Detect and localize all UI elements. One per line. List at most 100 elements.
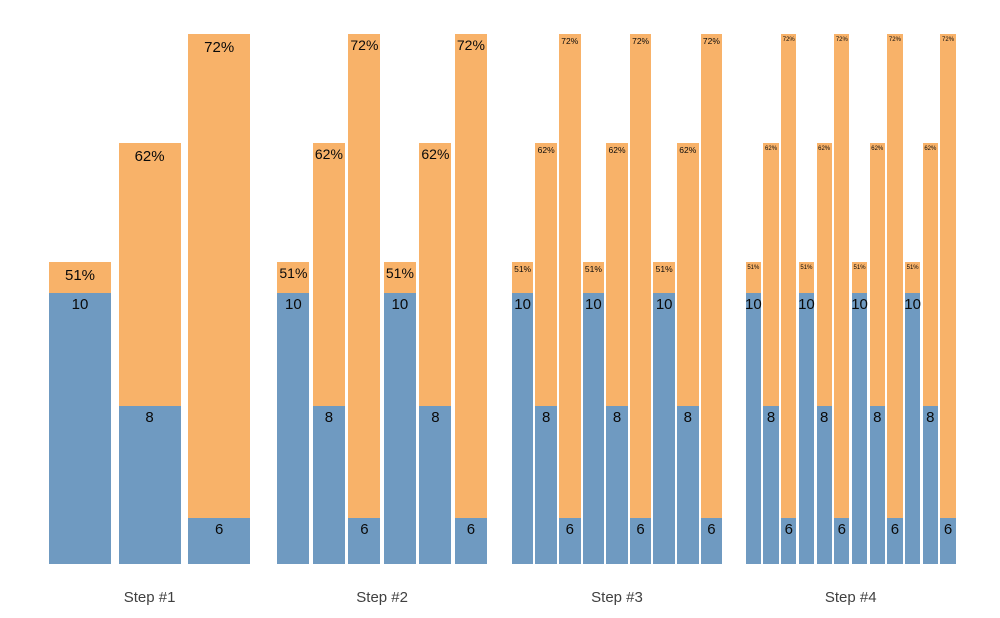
percent-label: 62% [608, 145, 626, 155]
value-label: 6 [784, 521, 793, 538]
bar-bottom-segment [383, 293, 416, 564]
bar-bottom-segment [454, 518, 487, 564]
percent-label: 72% [204, 39, 235, 56]
value-label: 6 [837, 521, 847, 538]
percent-label: 72% [632, 36, 650, 46]
percent-label: 51% [279, 265, 308, 281]
value-label: 10 [655, 296, 673, 313]
bar-top-segment [582, 262, 605, 293]
percent-label: 72% [888, 37, 901, 43]
value-label: 8 [766, 409, 776, 426]
step-label: Step #1 [123, 589, 176, 606]
bar-bottom-segment [348, 518, 381, 564]
value-label: 10 [745, 296, 762, 313]
bar-top-segment [188, 34, 251, 518]
percent-label: 72% [561, 36, 579, 46]
value-label: 10 [391, 296, 409, 313]
bar-bottom-segment [781, 518, 797, 564]
bar-bottom-segment [118, 406, 181, 564]
value-label: 6 [565, 521, 574, 538]
percent-label: 62% [871, 146, 884, 152]
percent-label: 62% [134, 148, 165, 165]
value-label: 8 [542, 409, 551, 426]
bar-top-segment [905, 262, 921, 293]
bar-bottom-segment [419, 406, 452, 564]
bar-bottom-segment [535, 406, 558, 564]
bar-bottom-segment [312, 406, 345, 564]
bar-bottom-segment [834, 518, 850, 564]
percent-label: 72% [702, 36, 720, 46]
percent-label: 72% [350, 37, 379, 53]
percent-label: 62% [924, 146, 937, 152]
step-label: Step #4 [824, 589, 877, 606]
bar-bottom-segment [558, 518, 581, 564]
value-label: 6 [360, 521, 369, 538]
percent-label: 72% [835, 37, 848, 43]
bar-top-segment [851, 262, 868, 293]
percent-label: 62% [537, 145, 555, 155]
value-label: 10 [798, 296, 815, 313]
percent-label: 51% [655, 264, 673, 274]
value-label: 6 [943, 521, 953, 538]
value-label: 10 [585, 296, 602, 313]
percent-label: 51% [747, 265, 760, 271]
bar-bottom-segment [798, 293, 815, 564]
bar-top-segment [454, 34, 487, 518]
bar-bottom-segment [905, 293, 921, 564]
value-label: 8 [873, 409, 882, 426]
bar-bottom-segment [763, 406, 779, 564]
bar-top-segment [629, 34, 652, 518]
value-label: 8 [324, 409, 334, 426]
bar-top-segment [763, 143, 779, 406]
bar-top-segment [700, 34, 723, 518]
value-label: 8 [819, 409, 829, 426]
bar-top-segment [922, 143, 938, 406]
bar-bottom-segment [653, 293, 676, 564]
percent-label: 51% [584, 264, 602, 274]
bar-top-segment [348, 34, 381, 518]
bar-bottom-segment [511, 293, 534, 564]
bar-top-segment [511, 262, 534, 293]
bar-top-segment [834, 34, 850, 518]
bar-top-segment [49, 262, 111, 293]
bar-top-segment [798, 262, 815, 293]
percent-label: 72% [456, 37, 485, 53]
value-label: 6 [636, 521, 645, 538]
bar-top-segment [558, 34, 581, 518]
percent-label: 72% [782, 37, 795, 43]
bar-bottom-segment [49, 293, 111, 564]
value-label: 8 [431, 409, 440, 426]
value-label: 8 [683, 409, 692, 426]
bar-bottom-segment [629, 518, 652, 564]
percent-label: 62% [818, 146, 831, 152]
step-label: Step #3 [591, 589, 643, 606]
bar-top-segment [383, 262, 416, 293]
bar-bottom-segment [940, 518, 956, 564]
bar-bottom-segment [869, 406, 885, 564]
bar-top-segment [816, 143, 832, 406]
percent-label: 51% [800, 265, 813, 271]
value-label: 6 [890, 521, 900, 538]
percent-label: 51% [514, 264, 532, 274]
bar-bottom-segment [816, 406, 832, 564]
percent-label: 51% [853, 265, 866, 271]
bar-top-segment [940, 34, 956, 518]
bar-bottom-segment [676, 406, 699, 564]
bar-top-segment [869, 143, 885, 406]
value-label: 6 [707, 521, 716, 538]
bar-bottom-segment [606, 406, 628, 564]
bar-bottom-segment [745, 293, 761, 564]
bar-top-segment [118, 143, 181, 406]
bar-bottom-segment [277, 293, 310, 564]
value-label: 10 [285, 296, 302, 313]
bar-top-segment [745, 262, 761, 293]
percent-label: 72% [942, 37, 955, 43]
bar-top-segment [312, 143, 345, 406]
bar-bottom-segment [700, 518, 723, 564]
bar-top-segment [535, 143, 558, 406]
value-label: 6 [466, 521, 476, 538]
value-label: 8 [926, 409, 935, 426]
percent-label: 62% [314, 146, 343, 162]
percent-label: 62% [679, 145, 697, 155]
